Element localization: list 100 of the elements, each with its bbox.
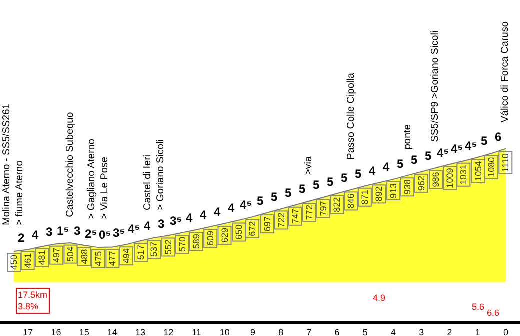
x-tick-label: 3 [419,327,424,336]
data-label: 589 [191,234,202,250]
annotation: 6 [495,130,502,144]
annotation: 4.9 [373,293,386,303]
annotation: 4⁵ [437,146,450,160]
annotation: 5 [299,182,306,196]
data-label: 517 [136,245,146,260]
annotation: 4 [214,205,221,219]
x-tick-label: 16 [51,327,62,336]
data-label: 629 [220,228,230,243]
data-label: 892 [374,186,384,202]
data-label: 552 [164,240,174,255]
x-tick-label: 4 [391,327,396,336]
annotation: 5 [397,157,404,171]
annotation: 5 [355,167,362,181]
data-label: 477 [108,251,118,266]
x-tick-label: 0 [503,327,508,336]
annotation: 3⁵ [113,226,126,240]
data-label: 650 [234,224,244,240]
annotation: 5 [481,134,488,148]
data-label: 772 [304,205,314,220]
data-label: 697 [262,216,272,232]
annotation: 6.6 [487,308,500,318]
annotation: SS5/SP9 >Goriano Sicoli [430,30,442,142]
data-label: 822 [332,197,342,212]
annotation: 5 [285,186,292,200]
annotation: 4 [186,211,193,225]
annotation: 3 [46,225,53,239]
annotation: 4 [369,164,376,178]
data-label: 722 [276,212,286,228]
data-label: 1080 [486,157,496,178]
data-label: 797 [318,201,328,216]
data-label: 475 [93,251,104,266]
data-label: 609 [206,231,216,246]
annotation: Castel di Ieri > Goriano Sicoli [142,140,167,210]
annotation: >via [303,156,314,176]
annotation: Castelvecchio Subequo [65,112,76,218]
data-label: 986 [431,172,442,188]
x-tick-label: 14 [107,327,118,336]
data-label: 481 [37,250,48,266]
data-label: 497 [52,248,62,263]
data-label: 913 [388,183,399,198]
annotation: 5 [257,194,264,208]
annotation: 5 [271,190,278,204]
data-label: 871 [360,190,370,205]
x-tick-label: 2 [447,327,452,336]
annotation: Molina Aterno - SS5/SS261 > fiume Aterno [2,103,26,226]
x-tick-label: 8 [278,327,284,336]
data-label: 461 [22,253,33,268]
data-label: 846 [346,194,356,209]
x-tick-label: 11 [192,327,202,336]
data-label: 1009 [445,168,456,188]
annotation: 2⁵ [85,227,98,241]
annotation: 4 [32,228,39,242]
annotation: 4⁵ [240,198,252,212]
annotation: > Gagliano Aterno > Via Le Pose [86,138,110,220]
annotation: 5 [411,153,418,167]
annotation: 0⁵ [99,228,112,242]
annotation: 5 [425,149,432,163]
data-label: 1031 [458,164,469,185]
x-tick-label: 6 [334,327,340,336]
data-label: 488 [79,249,90,264]
annotation: 4 [383,160,390,174]
x-tick-label: 7 [306,327,312,336]
x-tick-label: 1 [475,327,480,336]
annotation: ponte [402,124,414,150]
annotation: 4⁵ [465,139,478,153]
annotation: 4 [144,219,151,233]
annotation: 4 [228,201,235,215]
x-tick-label: 17 [23,327,34,336]
x-tick-label: 10 [220,327,230,336]
x-tick-label: 9 [250,327,256,336]
annotation: 4 [200,208,207,222]
annotation: 5 [327,175,334,189]
annotation: 17.5km 3.8% [18,290,48,312]
annotation: 3 [74,224,81,238]
data-label: 494 [121,248,132,264]
annotation: 3 [158,217,165,231]
data-label: 1054 [473,161,484,182]
data-label: 962 [416,176,426,191]
data-label: 570 [177,236,188,252]
data-label: 504 [66,246,76,262]
annotation: 3⁵ [170,214,182,228]
annotation: 1⁵ [57,224,70,238]
annotation: 5.6 [472,302,485,312]
data-label: 537 [149,242,160,258]
annotation: 5 [313,178,320,192]
annotation: 5 [341,171,348,185]
data-label: 747 [290,208,300,224]
x-tick-label: 15 [79,327,90,336]
data-label: 938 [402,180,413,195]
annotation: 4⁵ [128,222,140,236]
x-tick-label: 5 [362,327,368,336]
data-label: 672 [248,221,258,236]
x-tick-label: 13 [136,327,146,336]
annotation: Passo Colle Cipolla [346,72,357,160]
annotation: 2 [18,231,25,245]
annotation: Válico di Forca Caruso [500,21,512,123]
data-label: 1110 [500,154,511,172]
x-tick-label: 12 [164,327,174,336]
